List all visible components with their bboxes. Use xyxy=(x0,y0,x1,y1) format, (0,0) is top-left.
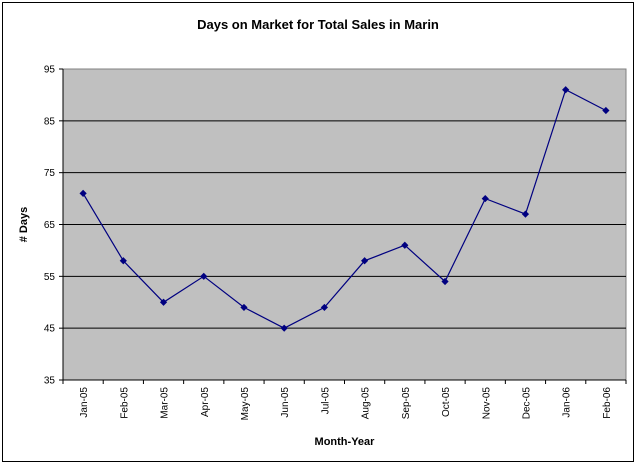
x-tick-label: Apr-05 xyxy=(200,387,211,417)
data-point xyxy=(159,298,168,306)
data-point xyxy=(280,324,288,332)
data-point xyxy=(401,241,409,249)
data-point xyxy=(361,257,369,265)
y-tick-label: 45 xyxy=(44,324,56,335)
series-line xyxy=(79,86,610,332)
y-tick-label: 65 xyxy=(44,220,56,231)
data-point xyxy=(602,106,610,115)
y-axis-ticks: 35 45 55 65 75 85 95 xyxy=(44,65,63,387)
data-point xyxy=(441,277,449,286)
x-tick-label: Dec-05 xyxy=(521,387,532,420)
chart-frame: Days on Market for Total Sales in Marin … xyxy=(2,2,634,462)
x-tick-label: Jan-06 xyxy=(562,387,573,418)
y-tick-label: 35 xyxy=(44,376,56,387)
x-tick-label: Jan-05 xyxy=(79,387,90,418)
line-chart: Days on Market for Total Sales in Marin … xyxy=(18,17,627,448)
x-tick-label: Nov-05 xyxy=(481,387,492,420)
x-tick-label: Aug-05 xyxy=(361,387,372,420)
x-tick-label: Oct-05 xyxy=(441,387,452,417)
y-axis-label: # Days xyxy=(18,207,30,242)
series-line-path xyxy=(82,88,607,329)
x-tick-label: Jul-05 xyxy=(320,387,331,415)
x-tick-label: Sep-05 xyxy=(401,387,412,420)
x-tick-label: Feb-05 xyxy=(119,387,130,419)
data-point xyxy=(79,189,87,197)
data-point xyxy=(119,257,127,265)
y-tick-label: 75 xyxy=(44,168,56,179)
data-point xyxy=(320,303,328,312)
data-point xyxy=(481,194,489,203)
chart-title: Days on Market for Total Sales in Marin xyxy=(197,17,439,32)
data-point xyxy=(521,210,530,218)
data-point xyxy=(240,303,248,312)
data-point xyxy=(200,272,208,280)
x-tick-label: May-05 xyxy=(240,387,251,421)
y-tick-label: 95 xyxy=(44,65,56,76)
x-axis-ticks: Jan-05 Feb-05 Mar-05 Apr-05 May-05 Jun-05 Jul-… xyxy=(62,380,627,421)
x-axis-label: Month-Year xyxy=(315,436,376,448)
x-tick-label: Feb-06 xyxy=(602,387,613,419)
x-tick-label: Jun-05 xyxy=(280,387,291,418)
y-tick-label: 85 xyxy=(44,116,56,127)
data-point xyxy=(562,86,570,94)
y-tick-label: 55 xyxy=(44,272,56,283)
x-tick-label: Mar-05 xyxy=(160,387,171,419)
